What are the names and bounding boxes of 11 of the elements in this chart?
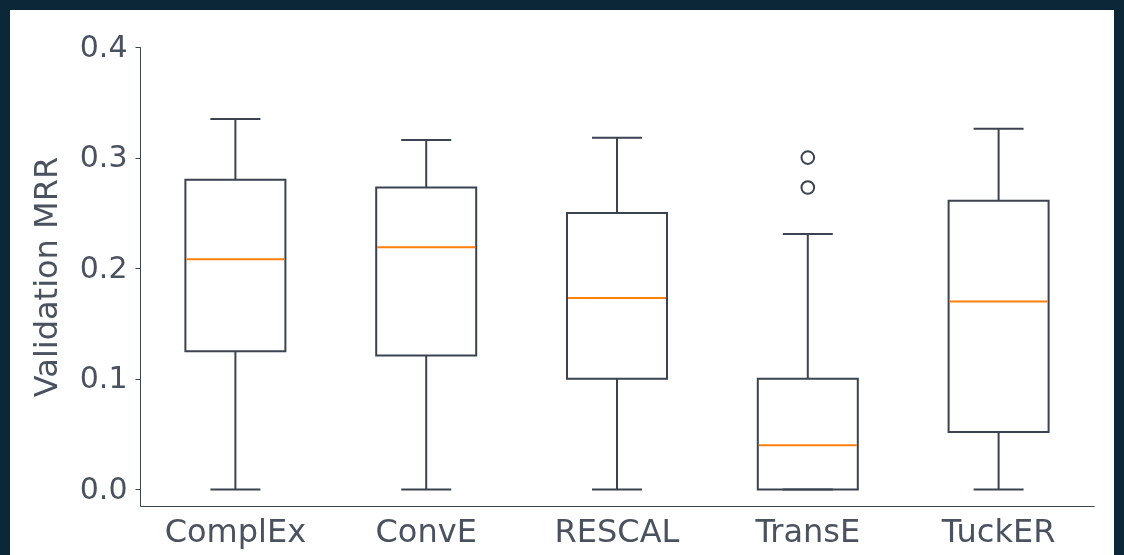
y-tick-label: 0.0	[79, 470, 128, 506]
x-tick-label: RESCAL	[554, 511, 680, 550]
y-axis-title: Validation MRR	[26, 156, 65, 398]
y-tick-label: 0.4	[79, 28, 128, 64]
y-tick-label: 0.1	[79, 360, 128, 396]
y-tick-label: 0.3	[79, 139, 128, 175]
x-tick-label: ConvE	[375, 511, 477, 550]
x-tick-label: TuckER	[940, 511, 1056, 550]
x-tick-label: TransE	[754, 511, 861, 550]
x-tick-label: ComplEx	[164, 511, 307, 550]
y-tick-label: 0.2	[79, 249, 128, 285]
